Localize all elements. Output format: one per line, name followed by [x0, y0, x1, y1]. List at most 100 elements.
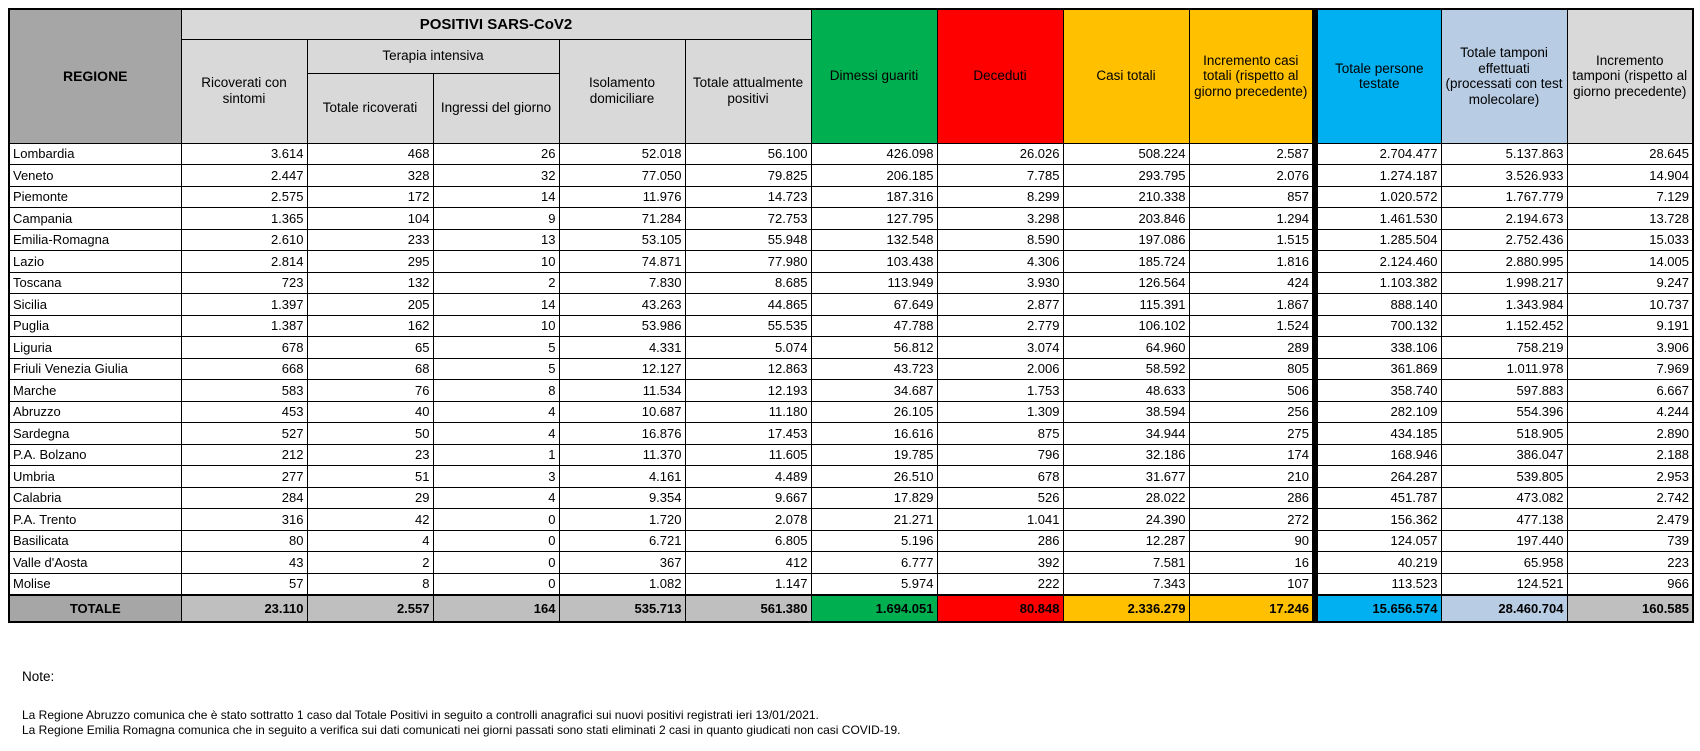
region-name-cell: P.A. Trento: [8, 508, 182, 531]
value-cell: 434.185: [1312, 422, 1442, 445]
value-cell: 103.438: [810, 250, 938, 273]
value-cell: 2.742: [1566, 486, 1694, 509]
region-name-cell: Umbria: [8, 465, 182, 488]
value-cell: 172: [306, 185, 434, 208]
value-cell: 80: [180, 529, 308, 552]
region-name-cell: Basilicata: [8, 529, 182, 552]
value-cell: 758.219: [1440, 336, 1568, 359]
note-line: La Regione Emilia Romagna comunica che i…: [22, 722, 901, 737]
value-cell: 9: [432, 207, 560, 230]
note-line: La Regione Abruzzo comunica che è stato …: [22, 707, 819, 722]
value-cell: 5.137.863: [1440, 142, 1568, 165]
value-cell: 2.078: [684, 508, 812, 531]
total-value-cell: 23.110: [180, 593, 308, 622]
value-cell: 2.587: [1188, 142, 1316, 165]
value-cell: 233: [306, 228, 434, 251]
value-cell: 12.287: [1062, 529, 1190, 552]
value-cell: 4: [432, 422, 560, 445]
value-cell: 966: [1566, 572, 1694, 595]
value-cell: 451.787: [1312, 486, 1442, 509]
header-incremento-casi-totali: Incremento casi totali (rispetto al gior…: [1188, 8, 1316, 144]
value-cell: 4.161: [558, 465, 686, 488]
region-name-cell: Liguria: [8, 336, 182, 359]
value-cell: 21.271: [810, 508, 938, 531]
value-cell: 539.805: [1440, 465, 1568, 488]
total-value-cell: 80.848: [936, 593, 1064, 622]
value-cell: 1.867: [1188, 293, 1316, 316]
value-cell: 1.147: [684, 572, 812, 595]
value-cell: 678: [180, 336, 308, 359]
value-cell: 4.331: [558, 336, 686, 359]
value-cell: 51: [306, 465, 434, 488]
value-cell: 5.196: [810, 529, 938, 552]
total-value-cell: 15.656.574: [1312, 593, 1442, 622]
table-row: Abruzzo 453 40 4 10.687 11.180 26.105 1.309 38.5…: [8, 400, 1694, 423]
value-cell: 31.677: [1062, 465, 1190, 488]
total-value-cell: 1.694.051: [810, 593, 938, 622]
header-ingressi-del-giorno: Ingressi del giorno: [432, 72, 560, 144]
value-cell: 1.720: [558, 508, 686, 531]
value-cell: 875: [936, 422, 1064, 445]
value-cell: 3.298: [936, 207, 1064, 230]
value-cell: 277: [180, 465, 308, 488]
value-cell: 805: [1188, 357, 1316, 380]
value-cell: 7.969: [1566, 357, 1694, 380]
value-cell: 124.057: [1312, 529, 1442, 552]
value-cell: 1.082: [558, 572, 686, 595]
region-name-cell: Emilia-Romagna: [8, 228, 182, 251]
value-cell: 67.649: [810, 293, 938, 316]
value-cell: 1.524: [1188, 314, 1316, 337]
value-cell: 11.605: [684, 443, 812, 466]
region-name-cell: Molise: [8, 572, 182, 595]
table-row: Campania 1.365 104 9 71.284 72.753 127.795 3.29…: [8, 207, 1694, 230]
value-cell: 8.685: [684, 271, 812, 294]
total-value-cell: 164: [432, 593, 560, 622]
total-value-cell: 2.336.279: [1062, 593, 1190, 622]
value-cell: 361.869: [1312, 357, 1442, 380]
value-cell: 1.274.187: [1312, 164, 1442, 187]
value-cell: 412: [684, 551, 812, 574]
value-cell: 132: [306, 271, 434, 294]
value-cell: 210: [1188, 465, 1316, 488]
value-cell: 4: [432, 486, 560, 509]
value-cell: 3.906: [1566, 336, 1694, 359]
table-row: Basilicata 80 4 0 6.721 6.805 5.196 286 12.287 90…: [8, 529, 1694, 552]
value-cell: 16.876: [558, 422, 686, 445]
value-cell: 473.082: [1440, 486, 1568, 509]
total-row: TOTALE 23.110 2.557 164 535.713 561.380 …: [8, 593, 1694, 622]
value-cell: 0: [432, 508, 560, 531]
value-cell: 328: [306, 164, 434, 187]
value-cell: 678: [936, 465, 1064, 488]
value-cell: 38.594: [1062, 400, 1190, 423]
table-body: Lombardia 3.614 468 26 52.018 56.100 426.098 26…: [8, 142, 1694, 595]
value-cell: 113.523: [1312, 572, 1442, 595]
value-cell: 5.974: [810, 572, 938, 595]
value-cell: 77.050: [558, 164, 686, 187]
value-cell: 16.616: [810, 422, 938, 445]
region-name-cell: Campania: [8, 207, 182, 230]
value-cell: 185.724: [1062, 250, 1190, 273]
value-cell: 1.998.217: [1440, 271, 1568, 294]
value-cell: 6.777: [810, 551, 938, 574]
value-cell: 14.723: [684, 185, 812, 208]
value-cell: 53.986: [558, 314, 686, 337]
value-cell: 1.309: [936, 400, 1064, 423]
covid-regions-table: REGIONE POSITIVI SARS-CoV2 Dimessi guari…: [8, 8, 1694, 623]
value-cell: 72.753: [684, 207, 812, 230]
value-cell: 888.140: [1312, 293, 1442, 316]
value-cell: 12.863: [684, 357, 812, 380]
value-cell: 554.396: [1440, 400, 1568, 423]
value-cell: 1.041: [936, 508, 1064, 531]
value-cell: 0: [432, 551, 560, 574]
value-cell: 14: [432, 185, 560, 208]
value-cell: 212: [180, 443, 308, 466]
region-name-cell: Toscana: [8, 271, 182, 294]
value-cell: 55.948: [684, 228, 812, 251]
value-cell: 11.180: [684, 400, 812, 423]
value-cell: 40: [306, 400, 434, 423]
value-cell: 64.960: [1062, 336, 1190, 359]
value-cell: 1.152.452: [1440, 314, 1568, 337]
value-cell: 2.752.436: [1440, 228, 1568, 251]
value-cell: 5.074: [684, 336, 812, 359]
header-ricoverati-con-sintomi: Ricoverati con sintomi: [180, 38, 308, 144]
